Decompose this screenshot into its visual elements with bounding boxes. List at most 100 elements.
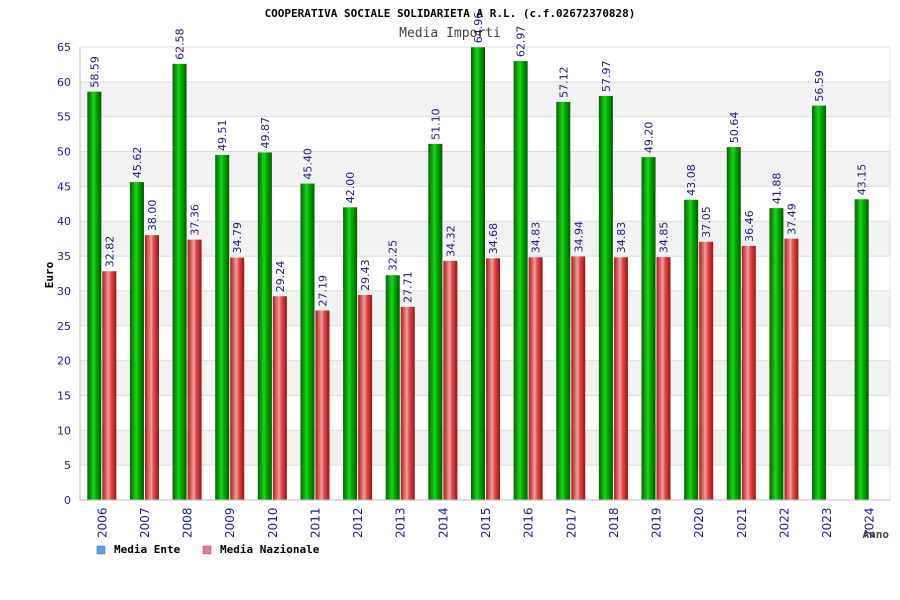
data-label-media-ente: 62.58	[174, 28, 187, 60]
data-label-media-ente: 41.88	[770, 173, 783, 205]
data-label-media-nazionale: 34.83	[530, 222, 543, 254]
data-label-media-nazionale: 36.46	[743, 210, 756, 242]
bar-media-ente-2015	[471, 47, 485, 500]
data-label-media-ente: 51.10	[429, 108, 442, 140]
bar-media-ente-2010	[257, 152, 272, 500]
x-tick-label: 2021	[735, 507, 749, 538]
y-tick-label: 55	[57, 111, 71, 124]
x-tick-label: 2023	[820, 507, 834, 538]
bar-media-nazionale-2009	[230, 257, 245, 500]
bar-media-ente-2013	[385, 275, 400, 500]
x-tick-label: 2020	[692, 507, 706, 538]
bar-media-nazionale-2011	[315, 310, 330, 500]
data-label-media-nazionale: 37.36	[189, 204, 202, 236]
x-tick-label: 2010	[266, 507, 280, 538]
axes	[79, 47, 891, 501]
y-tick-label: 25	[57, 320, 71, 333]
data-label-media-nazionale: 27.19	[316, 275, 329, 307]
legend-label-media-nazionale: Media Nazionale	[220, 543, 320, 556]
x-axis-label: Anno	[863, 528, 890, 541]
data-label-media-nazionale: 29.43	[359, 259, 372, 291]
x-tick-label: 2016	[522, 507, 536, 538]
legend: Media Ente Media Nazionale	[96, 543, 320, 556]
data-label-media-ente: 57.12	[557, 66, 570, 98]
bar-media-nazionale-2015	[486, 258, 500, 500]
x-tick-label: 2024	[863, 507, 877, 538]
data-label-media-ente: 49.51	[216, 119, 229, 150]
bar-media-nazionale-2021	[741, 245, 756, 500]
x-tick-label: 2017	[564, 507, 578, 538]
bar-media-nazionale-2018	[613, 257, 628, 500]
x-tick-label: 2019	[650, 507, 664, 538]
bar-media-nazionale-2007	[144, 235, 159, 500]
x-tick-label: 2014	[436, 507, 450, 538]
data-label-media-ente: 58.59	[88, 56, 101, 88]
bar-media-nazionale-2017	[571, 256, 586, 500]
bar-media-nazionale-2020	[699, 241, 714, 501]
data-label-media-nazionale: 34.85	[658, 222, 671, 254]
y-tick-label: 40	[57, 215, 71, 228]
y-tick-label: 45	[57, 180, 71, 193]
data-label-media-ente: 49.87	[259, 117, 272, 149]
data-label-media-ente: 45.40	[301, 148, 314, 180]
bar-media-ente-2020	[684, 199, 699, 500]
data-label-media-ente: 43.15	[856, 164, 869, 196]
bar-media-nazionale-2019	[656, 257, 671, 500]
bar-media-ente-2019	[641, 157, 656, 501]
bar-media-nazionale-2010	[272, 296, 287, 500]
data-label-media-ente: 42.00	[344, 172, 357, 204]
bar-media-ente-2006	[87, 91, 102, 501]
bar-media-nazionale-2016	[528, 257, 543, 500]
chart-subtitle: Media Importi	[399, 26, 501, 41]
legend-swatch-media-nazionale	[202, 545, 212, 555]
bar-media-ente-2017	[556, 101, 571, 500]
data-label-media-ente: 62.97	[515, 26, 528, 58]
data-label-media-ente: 56.59	[813, 70, 826, 102]
y-tick-label: 30	[57, 285, 71, 298]
bar-media-ente-2016	[513, 61, 528, 501]
y-tick-label: 15	[57, 389, 71, 402]
legend-swatch-media-ente	[96, 545, 106, 555]
bar-media-ente-2007	[129, 182, 144, 500]
y-tick-label: 35	[57, 250, 71, 263]
bar-media-nazionale-2006	[102, 271, 117, 500]
data-label-media-nazionale: 34.94	[572, 221, 585, 253]
bar-media-ente-2021	[726, 147, 741, 500]
bar-media-nazionale-2008	[187, 239, 202, 501]
y-tick-labels: 0 5 10 15 20 25 30 35 40 45 50 55 60 65	[57, 41, 71, 507]
data-label-media-ente: 49.20	[643, 122, 656, 154]
bar-media-ente-2009	[215, 154, 230, 501]
data-label-media-ente: 50.64	[728, 112, 741, 144]
bar-media-ente-2022	[769, 208, 784, 501]
data-label-media-nazionale: 34.79	[231, 222, 244, 253]
chart-title: COOPERATIVA SOCIALE SOLIDARIETA A R.L. (…	[265, 7, 636, 20]
bar-media-nazionale-2013	[400, 306, 415, 500]
legend-label-media-ente: Media Ente	[114, 543, 181, 556]
x-tick-label: 2007	[138, 507, 152, 538]
data-label-media-ente: 45.62	[131, 147, 144, 179]
data-label-media-nazionale: 37.05	[700, 206, 713, 238]
bar-media-ente-2012	[343, 207, 358, 501]
y-tick-label: 20	[57, 355, 71, 368]
data-label-media-nazionale: 37.49	[785, 203, 798, 235]
y-axis-label: Euro	[43, 261, 56, 288]
x-tick-label: 2022	[777, 507, 791, 538]
x-tick-label: 2012	[351, 507, 365, 538]
y-tick-label: 10	[57, 424, 71, 437]
data-label-media-nazionale: 34.68	[487, 223, 500, 255]
data-label-media-ente: 32.25	[387, 240, 400, 272]
data-label-media-ente: 43.08	[685, 164, 698, 196]
y-tick-label: 0	[64, 494, 71, 507]
x-tick-label: 2018	[607, 507, 621, 538]
bar-media-ente-2018	[598, 95, 613, 501]
bar-marks	[87, 47, 869, 501]
data-label-media-nazionale: 27.71	[402, 271, 415, 303]
data-label-media-nazionale: 32.82	[103, 236, 116, 268]
bar-media-ente-2014	[428, 143, 443, 500]
y-tick-label: 5	[64, 459, 71, 472]
bar-media-nazionale-2014	[443, 260, 458, 500]
bar-media-ente-2008	[172, 63, 187, 500]
bar-media-nazionale-2022	[784, 238, 799, 500]
